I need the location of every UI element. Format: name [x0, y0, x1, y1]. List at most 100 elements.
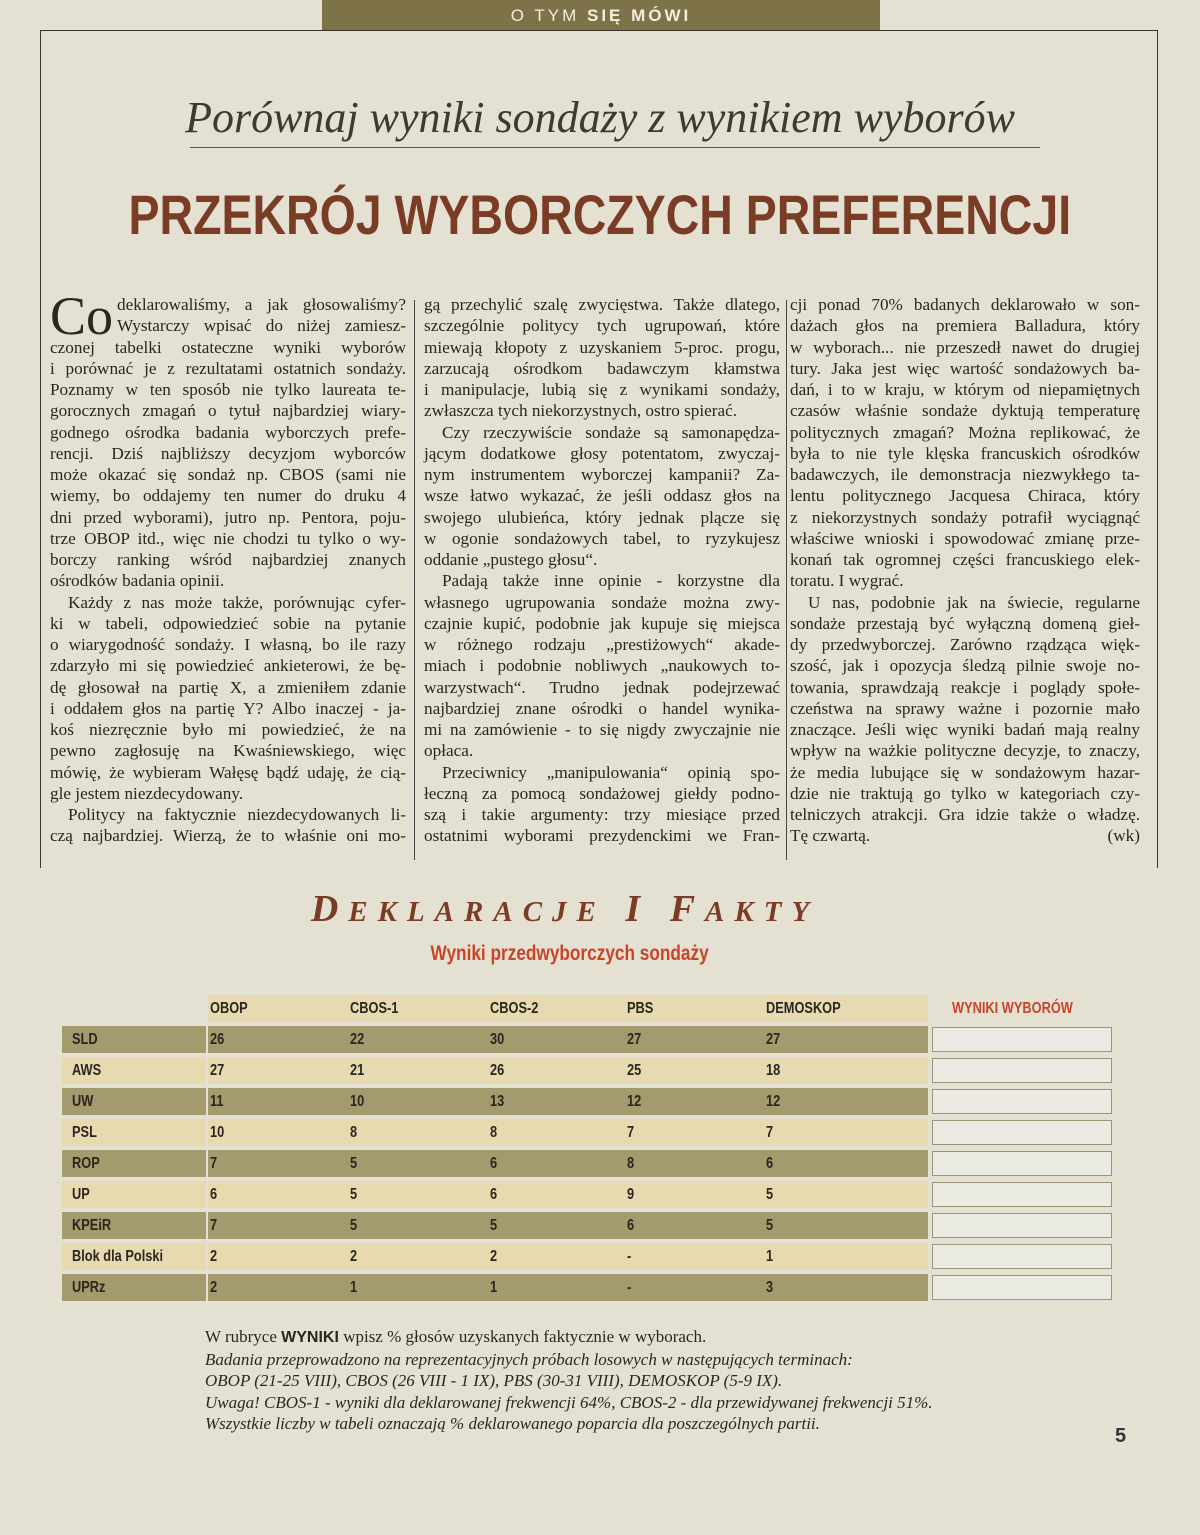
section-label-bold: SIĘ MÓWI	[586, 6, 692, 25]
election-result-field[interactable]	[932, 1151, 1112, 1176]
poll-value: 8	[627, 1150, 636, 1177]
text-line: dzie nie traktują go tylko w kategoriach…	[790, 783, 1140, 803]
poll-value-text: 10	[350, 1093, 365, 1110]
poll-value-text: 1	[766, 1248, 774, 1265]
party-label: AWS	[72, 1062, 102, 1079]
party-name: UW	[62, 1088, 206, 1115]
poll-values: 26 22 30 27 27	[208, 1026, 928, 1053]
heading-letter: F	[669, 888, 706, 930]
article-title-wrap: PRZEKRÓJ WYBORCZYCH PREFERENCJI	[0, 182, 1200, 247]
poll-value: 27	[627, 1026, 645, 1053]
article-title: PRZEKRÓJ WYBORCZYCH PREFERENCJI	[128, 183, 1072, 246]
poll-value: 10	[210, 1119, 228, 1146]
table-subheading-wrap: Wyniki przedwyborczych sondaży	[0, 942, 1140, 966]
text-line: rencji. Dziś najbliższy decyzjom wyborcó…	[50, 443, 406, 463]
page-number: 5	[1115, 1425, 1127, 1447]
election-result-field[interactable]	[932, 1244, 1112, 1269]
poll-values: 27 21 26 25 18	[208, 1057, 928, 1084]
party-label: UW	[72, 1093, 94, 1110]
party-name: SLD	[62, 1026, 206, 1053]
poll-value: 26	[210, 1026, 228, 1053]
text-line: ostatnimi wyborami prezydenckimi we Fran…	[424, 826, 780, 846]
text-line: własnego ugrupowania sondaże można zwy-	[424, 592, 780, 612]
poll-values: 2 1 1 - 3	[208, 1274, 928, 1301]
text-line: mi na zamówienie - to się nigdy zwyczajn…	[424, 720, 780, 739]
poll-value: 2	[210, 1274, 219, 1301]
poll-value-text: 27	[766, 1031, 781, 1048]
notes-line: Uwaga! CBOS-1 - wyniki dla deklarowanej …	[205, 1392, 933, 1412]
text-line: w wyborach... nie przeszedł nawet do dru…	[790, 337, 1140, 357]
poll-value-text: 5	[766, 1217, 774, 1234]
poll-value-text: 26	[210, 1031, 225, 1048]
election-result-field[interactable]	[932, 1182, 1112, 1207]
poll-value-text: 27	[210, 1062, 225, 1079]
article-frame	[40, 30, 1158, 868]
party-name: AWS	[62, 1057, 206, 1084]
party-label: UP	[72, 1186, 90, 1203]
author-signature: (wk)	[1107, 826, 1140, 846]
text-line: koś niezręcznie było mi powiedzieć, że n…	[50, 720, 406, 739]
poll-value-text: 5	[350, 1186, 358, 1203]
poll-values: 11 10 13 12 12	[208, 1088, 928, 1115]
text-line: najbardziej znane ośrodki o handel wynik…	[424, 698, 780, 718]
text-line: nym instrumentem wyborczej kampanii? Za-	[424, 465, 780, 484]
column-header-label: OBOP	[210, 1000, 248, 1017]
party-name: ROP	[62, 1150, 206, 1177]
election-result-field[interactable]	[932, 1089, 1112, 1114]
poll-value: 11	[210, 1088, 227, 1115]
text-line: Czy rzeczywiście sondaże są samonapędza-	[442, 422, 780, 442]
poll-value-text: 5	[350, 1217, 358, 1234]
text-line: borczy ranking wśród najbardziej znanych	[50, 550, 406, 569]
text-line: właściwe wnioski i spowodować zmianę prz…	[790, 528, 1140, 548]
poll-value: 27	[210, 1057, 228, 1084]
text-line: Tę czwartą.	[790, 826, 871, 846]
notes-instruction: W rubryce WYNIKI wpisz % głosów uzyskany…	[205, 1326, 933, 1349]
text-line: tury. Jaka jest więc wartość sondażowych…	[790, 358, 1140, 378]
election-result-field[interactable]	[932, 1027, 1112, 1052]
text-line: czajnie kupić, podobnie jak kupuje się m…	[424, 613, 780, 633]
text-line: i manipulacje, lubią się z wynikami sond…	[424, 380, 780, 399]
text-line: szą i takie argumenty: trzy miesiące prz…	[424, 805, 780, 824]
election-result-field[interactable]	[932, 1058, 1112, 1083]
poll-value-text: -	[627, 1248, 632, 1265]
text-line: wpływ na ważkie polityczne decyzje, to z…	[790, 741, 1140, 761]
poll-value: 1	[766, 1243, 775, 1270]
text-line: znaczące. Jeśli więc wyniki badań mają r…	[790, 720, 1140, 739]
party-name: PSL	[62, 1119, 206, 1146]
poll-value: 21	[350, 1057, 368, 1084]
text-line: gorocznych zmagań o tytuł najbardziej wi…	[50, 401, 406, 421]
election-result-field[interactable]	[932, 1213, 1112, 1238]
poll-value-text: 30	[490, 1031, 505, 1048]
header-cells: OBOP CBOS-1 CBOS-2 PBS DEMOSKOP	[208, 995, 928, 1022]
text-line: dę głosował na partię X, a zmieniłem zda…	[50, 677, 406, 697]
poll-value-text: 3	[766, 1279, 774, 1296]
poll-value-text: 26	[490, 1062, 505, 1079]
poll-value-text: 21	[350, 1062, 365, 1079]
notes-line: OBOP (21-25 VIII), CBOS (26 VIII - 1 IX)…	[205, 1371, 783, 1390]
poll-value-text: 8	[350, 1124, 358, 1141]
text-line: dażach głos na premiera Balladura, który	[790, 316, 1140, 336]
poll-value-text: 18	[766, 1062, 781, 1079]
poll-value: 6	[490, 1181, 499, 1208]
poll-value: 2	[210, 1243, 219, 1270]
text-line: Padają także inne opinie - korzystne dla	[442, 571, 780, 591]
election-result-field[interactable]	[932, 1275, 1112, 1300]
text-line: łeczną za pomocą sondażowej giełdy podno…	[424, 783, 780, 803]
poll-value-text: 13	[490, 1093, 505, 1110]
poll-value-text: 5	[766, 1186, 774, 1203]
text-line: politycznych zmagań? Można replikować, ż…	[790, 422, 1140, 442]
poll-value-text: 6	[766, 1155, 774, 1172]
text-line: czasów właśnie sondaże dyktują temperatu…	[790, 401, 1140, 421]
election-result-field[interactable]	[932, 1120, 1112, 1145]
poll-value-text: 5	[490, 1217, 498, 1234]
poll-value-text: 8	[627, 1155, 635, 1172]
poll-value: 1	[490, 1274, 499, 1301]
text-line: badawczych, ile demonstracja niezwykłego…	[790, 465, 1140, 484]
text-line: miewają kłopoty z uzyskaniem 5-proc. pro…	[424, 337, 780, 357]
text-line: czeństwa na sprawy ważne i pozornie mało	[790, 698, 1140, 718]
poll-value: 6	[210, 1181, 219, 1208]
poll-value: 5	[490, 1212, 499, 1239]
table-subheading: Wyniki przedwyborczych sondaży	[430, 942, 710, 965]
results-header-label: WYNIKI WYBORÓW	[952, 1000, 1073, 1017]
article-column-3: cji ponad 70% badanych deklarowało w son…	[790, 294, 1140, 847]
